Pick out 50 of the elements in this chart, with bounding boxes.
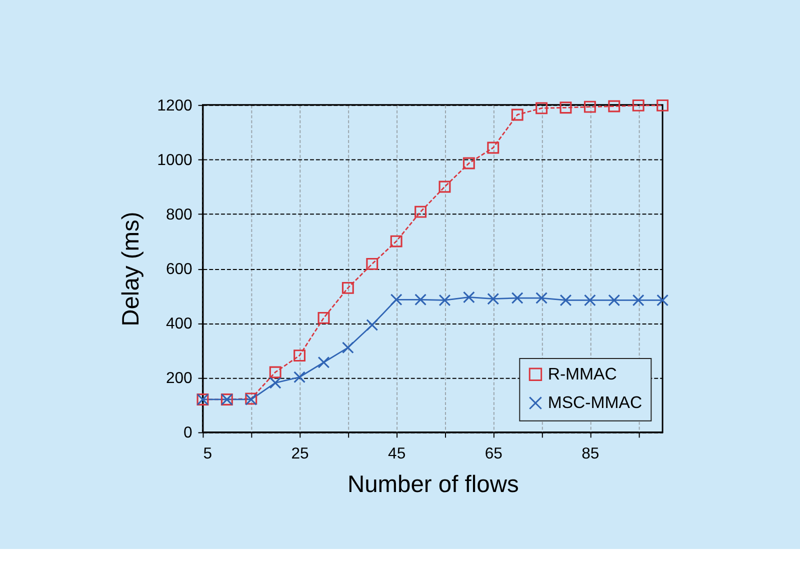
point: [462, 291, 475, 304]
point: [269, 376, 282, 389]
legend-label: MSC-MMAC: [548, 393, 642, 412]
y-tick-label: 1200: [157, 97, 193, 114]
point: [414, 294, 427, 306]
point: [366, 258, 378, 270]
x-axis-title: Number of flows: [347, 472, 519, 498]
point: [318, 356, 330, 368]
legend-label: R-MMAC: [548, 364, 617, 384]
point: [438, 180, 451, 193]
point: [487, 292, 500, 305]
point: [511, 292, 524, 304]
point: [438, 294, 451, 306]
point: [294, 371, 306, 384]
point: [462, 157, 475, 170]
y-tick-label: 800: [166, 206, 193, 224]
point: [366, 319, 378, 332]
point: [511, 108, 524, 121]
y-tick-label: 1000: [157, 152, 193, 169]
point: [560, 102, 572, 114]
point: [608, 294, 620, 306]
point: [390, 235, 402, 248]
point: [560, 294, 572, 306]
y-tick-label: 0: [184, 424, 193, 442]
x-tick-label: 25: [291, 445, 310, 462]
point: [342, 342, 354, 354]
point: [656, 99, 669, 112]
point: [656, 294, 669, 306]
x-tick-label: 65: [484, 445, 503, 462]
y-tick-label: 200: [166, 370, 193, 388]
x-tick-label: 85: [582, 445, 600, 462]
y-tick-label: 600: [166, 261, 193, 278]
point: [318, 312, 330, 324]
point: [584, 294, 596, 306]
x-tick-label: 45: [388, 445, 406, 462]
point: [632, 294, 644, 306]
point: [269, 366, 282, 378]
y-tick-label: 400: [166, 316, 193, 333]
point: [487, 142, 500, 154]
point: [342, 282, 354, 294]
point: [608, 100, 620, 112]
point: [584, 100, 596, 113]
point: [536, 292, 548, 304]
point: [294, 350, 306, 362]
point: [414, 206, 427, 218]
point: [632, 99, 644, 112]
x-tick-label: 5: [203, 445, 212, 462]
point: [536, 102, 548, 114]
point: [390, 294, 402, 306]
y-axis-title: Delay (ms): [118, 212, 144, 326]
